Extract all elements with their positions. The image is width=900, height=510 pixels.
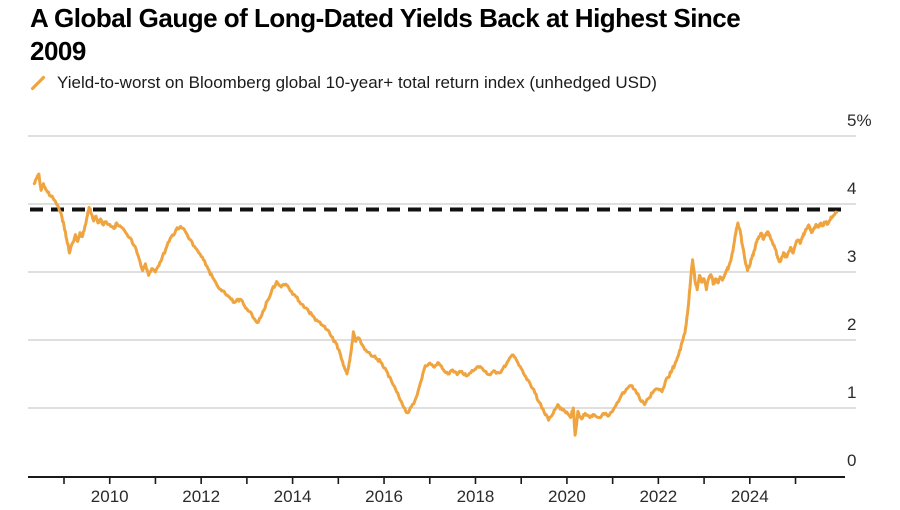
- x-tick-label: 2014: [274, 487, 312, 506]
- chart-canvas: 0 1 2 3 4 5% 2010 2012 2014 2016 2018 2020 2022 2024: [28, 111, 872, 506]
- x-tick-label: 2018: [457, 487, 495, 506]
- legend: Yield-to-worst on Bloomberg global 10-ye…: [30, 73, 657, 93]
- x-tick-label: 2024: [731, 487, 769, 506]
- y-tick-label: 2: [847, 315, 856, 334]
- y-tick-label: 1: [847, 383, 856, 402]
- legend-label: Yield-to-worst on Bloomberg global 10-ye…: [57, 73, 657, 92]
- x-tick-label: 2022: [639, 487, 677, 506]
- y-tick-label: 4: [847, 179, 856, 198]
- series-slash-icon: [30, 75, 46, 91]
- chart-title: A Global Gauge of Long-Dated Yields Back…: [30, 3, 741, 66]
- x-tick-label: 2020: [548, 487, 586, 506]
- x-tick-label: 2012: [182, 487, 220, 506]
- x-tick-label: 2016: [365, 487, 403, 506]
- y-tick-label: 3: [847, 247, 856, 266]
- x-tick-label: 2010: [91, 487, 129, 506]
- yield-series-line: [32, 172, 839, 437]
- y-tick-label: 5%: [847, 111, 872, 130]
- y-tick-label: 0: [847, 451, 856, 470]
